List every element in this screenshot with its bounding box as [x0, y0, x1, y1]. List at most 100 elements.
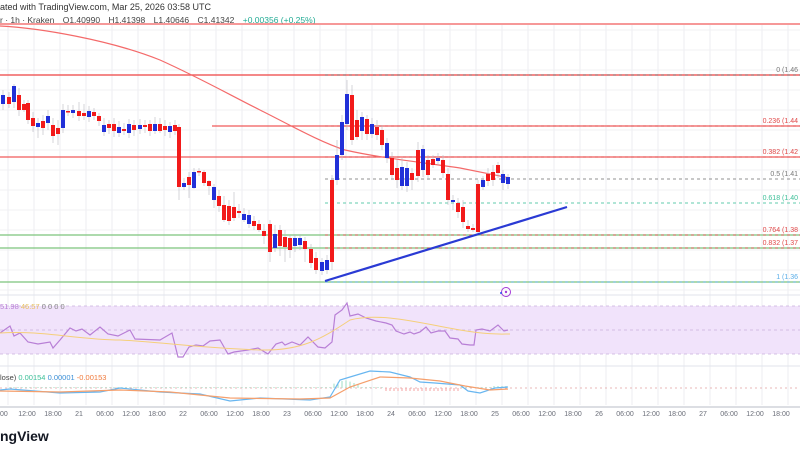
- candle-body[interactable]: [22, 104, 26, 110]
- candle-body[interactable]: [1, 95, 5, 104]
- candle-body[interactable]: [431, 159, 435, 165]
- candle-body[interactable]: [107, 124, 111, 128]
- candle-body[interactable]: [117, 127, 121, 133]
- candle-body[interactable]: [283, 237, 287, 247]
- candle-body[interactable]: [17, 95, 21, 110]
- candle-body[interactable]: [400, 167, 404, 186]
- candle-body[interactable]: [242, 214, 246, 220]
- candle-body[interactable]: [476, 184, 480, 232]
- candle-body[interactable]: [496, 165, 500, 173]
- candle-body[interactable]: [370, 124, 374, 134]
- candle-body[interactable]: [365, 119, 369, 134]
- candle-body[interactable]: [173, 125, 177, 131]
- candle-body[interactable]: [380, 130, 384, 145]
- candle-body[interactable]: [298, 238, 302, 245]
- candle-body[interactable]: [268, 224, 272, 252]
- candle-body[interactable]: [61, 110, 65, 128]
- candle-body[interactable]: [71, 110, 75, 113]
- candle-body[interactable]: [232, 207, 236, 218]
- candle-body[interactable]: [471, 228, 475, 230]
- candle-body[interactable]: [501, 174, 505, 183]
- candle-body[interactable]: [461, 207, 465, 222]
- candle-body[interactable]: [486, 174, 490, 181]
- candle-body[interactable]: [207, 181, 211, 186]
- candle-body[interactable]: [421, 149, 425, 170]
- candle-body[interactable]: [92, 112, 96, 116]
- candle-body[interactable]: [182, 183, 186, 187]
- candle-body[interactable]: [506, 177, 510, 184]
- candle-body[interactable]: [7, 97, 11, 104]
- candle-body[interactable]: [350, 95, 354, 140]
- candle-body[interactable]: [466, 226, 470, 229]
- candle-body[interactable]: [288, 238, 292, 250]
- candle-body[interactable]: [262, 231, 266, 236]
- candle-body[interactable]: [148, 124, 152, 131]
- candle-body[interactable]: [314, 258, 318, 270]
- candle-body[interactable]: [31, 118, 35, 126]
- candle-body[interactable]: [51, 125, 55, 136]
- candle-body[interactable]: [202, 172, 206, 183]
- candle-body[interactable]: [345, 94, 349, 124]
- candle-body[interactable]: [335, 155, 339, 180]
- candle-body[interactable]: [212, 187, 216, 200]
- candle-body[interactable]: [192, 172, 196, 188]
- candle-body[interactable]: [390, 158, 394, 175]
- candle-body[interactable]: [330, 180, 334, 262]
- candle-body[interactable]: [82, 113, 86, 116]
- candle-body[interactable]: [481, 180, 485, 187]
- candle-body[interactable]: [340, 122, 344, 155]
- candle-body[interactable]: [451, 200, 455, 202]
- candle-body[interactable]: [446, 174, 450, 200]
- bullish-trendline[interactable]: [324, 205, 568, 283]
- candle-body[interactable]: [395, 168, 399, 180]
- candle-body[interactable]: [46, 116, 50, 123]
- symbol-label[interactable]: r · 1h · Kraken: [0, 15, 55, 25]
- candle-body[interactable]: [309, 249, 313, 263]
- candle-body[interactable]: [143, 125, 147, 127]
- candle-body[interactable]: [237, 211, 241, 213]
- candle-body[interactable]: [66, 111, 70, 113]
- candle-body[interactable]: [102, 125, 106, 132]
- candle-body[interactable]: [405, 168, 409, 186]
- event-marker-icon[interactable]: [501, 287, 511, 297]
- candle-body[interactable]: [163, 126, 167, 130]
- candle-body[interactable]: [247, 215, 251, 224]
- candle-body[interactable]: [456, 203, 460, 212]
- candle-body[interactable]: [112, 124, 116, 131]
- candle-body[interactable]: [385, 143, 389, 158]
- candle-body[interactable]: [26, 103, 30, 120]
- candle-body[interactable]: [416, 150, 420, 176]
- candle-body[interactable]: [138, 125, 142, 129]
- price-chart[interactable]: 0 (1.46 0.236 (1.44 0.382 (1.42 0.5 (1.41 0.…: [0, 0, 800, 420]
- candle-body[interactable]: [122, 129, 126, 131]
- candle-body[interactable]: [56, 128, 60, 134]
- candle-body[interactable]: [436, 158, 440, 161]
- candle-body[interactable]: [12, 86, 16, 102]
- candle-body[interactable]: [158, 124, 162, 131]
- candle-body[interactable]: [491, 172, 495, 180]
- candle-body[interactable]: [252, 221, 256, 226]
- candle-body[interactable]: [217, 196, 221, 206]
- candle-body[interactable]: [127, 124, 131, 133]
- candle-body[interactable]: [257, 224, 261, 230]
- candle-body[interactable]: [360, 117, 364, 131]
- candle-body[interactable]: [441, 160, 445, 173]
- candle-body[interactable]: [168, 126, 172, 132]
- candle-body[interactable]: [153, 124, 157, 131]
- candle-body[interactable]: [132, 125, 136, 130]
- candle-body[interactable]: [97, 116, 101, 121]
- candle-body[interactable]: [355, 120, 359, 137]
- candle-body[interactable]: [87, 111, 91, 117]
- candle-body[interactable]: [177, 127, 181, 187]
- candle-body[interactable]: [303, 241, 307, 249]
- candle-body[interactable]: [187, 177, 191, 185]
- candle-body[interactable]: [36, 123, 40, 127]
- candle-body[interactable]: [278, 230, 282, 246]
- candle-body[interactable]: [375, 127, 379, 135]
- candle-body[interactable]: [325, 260, 329, 270]
- candle-body[interactable]: [77, 111, 81, 116]
- candle-body[interactable]: [227, 206, 231, 221]
- candle-body[interactable]: [41, 121, 45, 128]
- candle-body[interactable]: [320, 262, 324, 271]
- candle-body[interactable]: [273, 234, 277, 248]
